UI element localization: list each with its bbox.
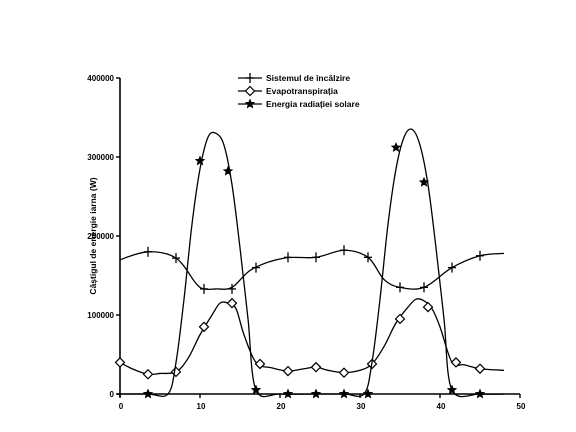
- y-tick-label: 300000: [87, 153, 114, 162]
- star-marker: [362, 388, 374, 399]
- legend-label: Sistemul de încălzire: [266, 73, 350, 83]
- diamond-marker: [142, 368, 154, 380]
- plus-marker: [420, 282, 428, 293]
- y-tick-label: 200000: [87, 232, 114, 241]
- plus-marker: [200, 283, 208, 294]
- diamond-marker: [310, 361, 322, 373]
- legend-label: Evapotranspirația: [266, 86, 338, 96]
- y-tick-label: 400000: [87, 74, 114, 83]
- series-solar: [120, 128, 505, 399]
- diamond-marker: [244, 85, 256, 97]
- diamond-marker: [282, 365, 294, 377]
- star-marker: [142, 388, 154, 399]
- star-marker: [250, 384, 262, 395]
- diamond-marker: [254, 358, 266, 370]
- series-line-heating: [119, 249, 505, 291]
- plus-marker: [246, 73, 254, 83]
- x-tick-label: 40: [437, 402, 446, 411]
- x-tick-label: 20: [277, 402, 286, 411]
- diamond-marker: [226, 297, 238, 309]
- diamond-marker: [198, 321, 210, 333]
- plus-marker: [252, 262, 260, 273]
- series-line-evapotranspiration: [119, 298, 505, 376]
- diamond-marker: [338, 367, 350, 379]
- plus-marker: [172, 253, 180, 264]
- diamond-marker: [114, 357, 126, 368]
- star-marker: [282, 388, 294, 399]
- series-line-solar: [120, 128, 505, 398]
- x-tick-label: 30: [357, 402, 366, 411]
- star-marker: [418, 176, 430, 187]
- legend-entry-solar: Energia radiației solare: [238, 98, 360, 109]
- legend: Sistemul de încălzire Evapotranspirația En…: [238, 73, 360, 109]
- plus-marker: [364, 252, 372, 263]
- x-tick-label: 0: [119, 402, 124, 411]
- diamond-marker: [422, 301, 434, 313]
- diamond-marker: [474, 363, 486, 375]
- star-marker: [390, 141, 402, 153]
- star-marker: [222, 165, 234, 176]
- legend-entry-evapotranspiration: Evapotranspirația: [238, 85, 338, 97]
- plus-marker: [396, 282, 404, 293]
- axes: 0 100000 200000 300000 400000 0 10 20 30 40 50: [87, 74, 526, 411]
- y-axis-title: Câștigul de energie iarna (W): [88, 177, 98, 294]
- legend-label: Energia radiației solare: [266, 99, 360, 109]
- star-marker: [244, 98, 256, 109]
- series-layer: [114, 128, 505, 399]
- star-marker: [474, 388, 486, 399]
- plus-marker: [144, 246, 152, 257]
- star-marker: [310, 388, 322, 399]
- star-marker: [194, 155, 206, 166]
- series-heating: [119, 245, 505, 294]
- diamond-marker: [450, 357, 462, 368]
- legend-entry-heating: Sistemul de încălzire: [238, 73, 350, 83]
- plus-marker: [228, 283, 236, 294]
- x-tick-label: 50: [517, 402, 526, 411]
- y-tick-label: 100000: [87, 311, 114, 320]
- plus-marker: [476, 250, 484, 261]
- plus-marker: [340, 245, 348, 256]
- diamond-marker: [394, 313, 406, 325]
- x-tick-label: 10: [197, 402, 206, 411]
- plus-marker: [284, 252, 292, 263]
- y-tick-label: 0: [110, 390, 115, 399]
- star-marker: [446, 384, 458, 395]
- plus-marker: [448, 262, 456, 273]
- star-marker: [338, 388, 350, 399]
- plus-marker: [312, 252, 320, 263]
